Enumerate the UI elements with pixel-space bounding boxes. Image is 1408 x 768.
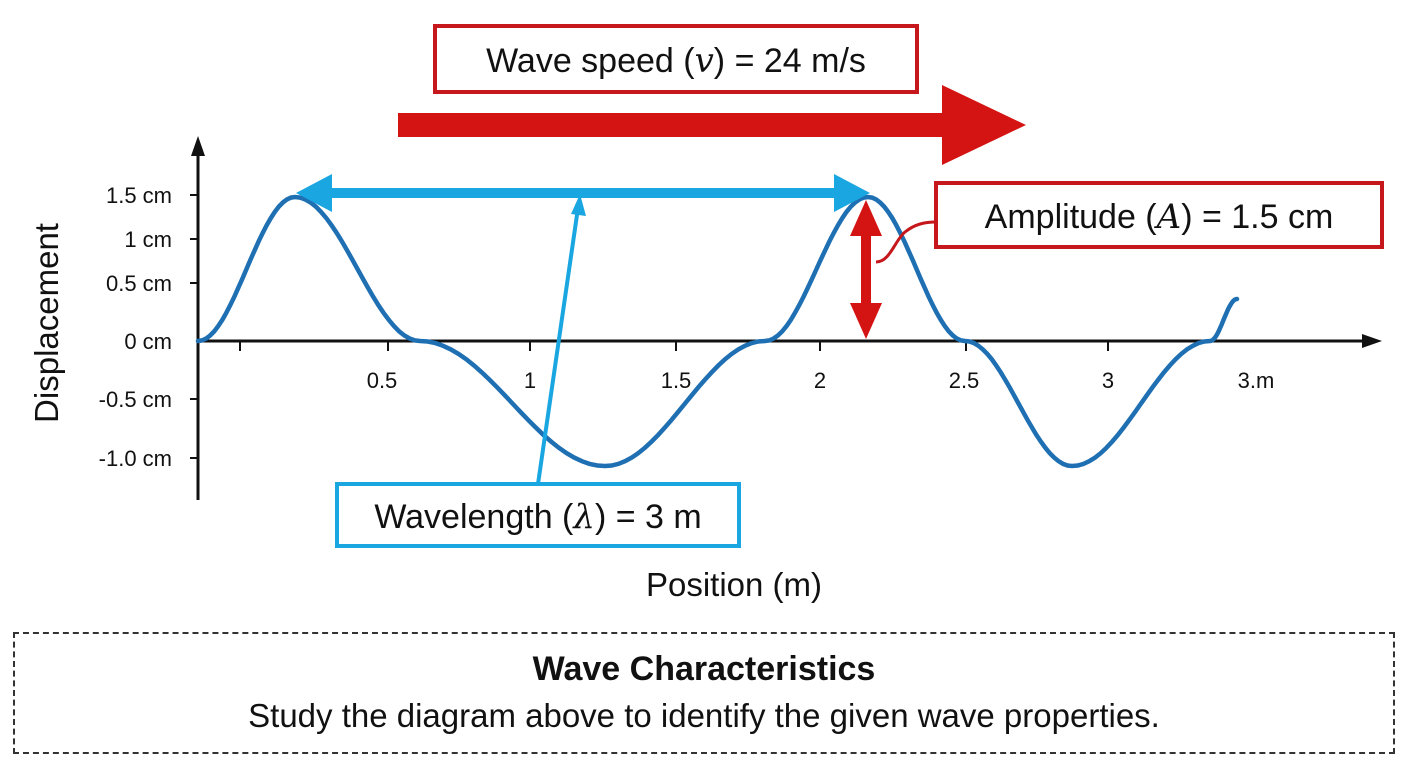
amplitude-label: Amplitude (A) = 1.5 cm [985,197,1334,237]
y-tick-label: -1.0 cm [99,446,172,471]
x-axis-arrowhead [1362,334,1382,348]
y-tick-marks [190,194,198,459]
x-tick-label: 1 [524,368,536,393]
x-tick-label: 0.5 [367,368,398,393]
x-tick-label: 2 [814,368,826,393]
y-axis-title: Displacement [28,223,65,423]
x-axis-title: Position (m) [646,566,822,603]
wave-speed-label: Wave speed (v) = 24 m/s [486,41,866,81]
y-axis-arrowhead [191,136,205,156]
wavelength-label: Wavelength (λ) = 3 m [374,497,701,537]
amplitude-arrow [850,200,882,339]
x-tick-marks [239,341,1109,351]
caption-box: Wave Characteristics Study the diagram a… [13,632,1395,754]
wave-speed-label-box [433,24,919,94]
y-tick-label: 0 cm [124,329,172,354]
y-tick-label: 1 cm [124,227,172,252]
x-tick-label: 1.5 [661,368,692,393]
wavelength-arrow [296,174,870,212]
caption-text: Study the diagram above to identify the … [248,697,1160,734]
amplitude-leader [875,220,937,264]
y-tick-label: 1.5 cm [106,183,172,208]
wave-diagram: 1.5 cm 1 cm 0.5 cm 0 cm -0.5 cm -1.0 cm … [28,24,1384,603]
x-tick-label: 3.m [1238,368,1275,393]
y-tick-label: 0.5 cm [106,271,172,296]
y-tick-label: -0.5 cm [99,387,172,412]
caption-title: Wave Characteristics [532,650,876,688]
x-tick-label: 3 [1102,368,1114,393]
amplitude-label-box [934,181,1384,249]
wave-curve [195,194,1240,469]
wavelength-label-box [335,482,741,548]
wavelength-leader [536,194,586,485]
wave-speed-arrow [398,85,1026,165]
x-tick-label: 2.5 [949,368,980,393]
